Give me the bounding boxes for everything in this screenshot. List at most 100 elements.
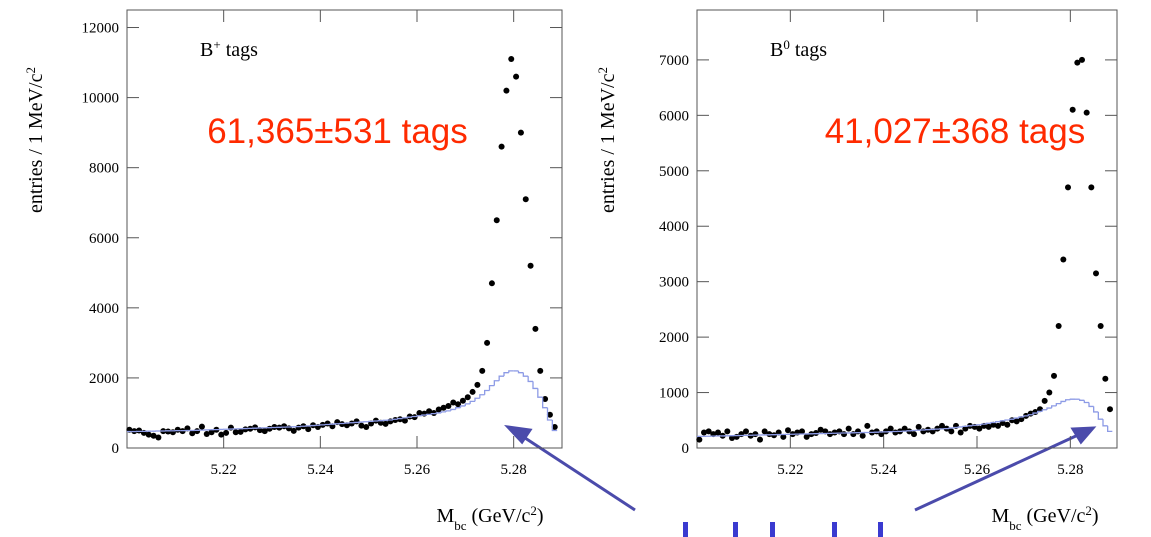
y-tick-label: 0 xyxy=(112,441,120,457)
data-point xyxy=(382,420,389,427)
background-step xyxy=(517,370,524,374)
background-step xyxy=(416,415,422,417)
background-step xyxy=(1069,398,1075,400)
data-point xyxy=(827,431,833,438)
data-point xyxy=(493,217,500,224)
data-point xyxy=(416,409,423,416)
data-point xyxy=(498,143,505,150)
y-tick-label: 0 xyxy=(682,441,690,457)
background-step xyxy=(479,394,485,399)
y-tick-label: 6000 xyxy=(89,231,119,247)
data-point xyxy=(845,425,852,432)
data-point xyxy=(450,399,457,406)
data-point xyxy=(401,417,408,424)
background-step xyxy=(401,417,408,419)
text-part: + xyxy=(213,37,220,52)
text-part: 0 xyxy=(783,37,790,52)
background-step xyxy=(962,425,968,428)
data-point xyxy=(785,427,791,434)
data-point xyxy=(411,414,418,421)
data-point xyxy=(484,339,491,346)
plot-frame xyxy=(126,9,563,449)
data-point xyxy=(430,409,437,416)
data-point xyxy=(1051,372,1057,379)
background-step xyxy=(546,407,553,421)
data-point xyxy=(901,425,908,432)
background-step xyxy=(953,426,959,429)
data-point xyxy=(537,367,544,374)
background-step xyxy=(967,425,973,427)
background-step xyxy=(537,388,543,398)
text-part: 2 xyxy=(530,503,537,518)
data-point xyxy=(724,428,731,435)
data-point xyxy=(353,418,360,425)
data-point xyxy=(488,280,495,287)
background-step xyxy=(392,418,398,420)
data-point xyxy=(464,394,471,401)
data-point xyxy=(976,425,983,432)
data-point xyxy=(1069,106,1076,113)
data-point xyxy=(999,420,1006,427)
data-point xyxy=(474,381,481,388)
x-tick-label: 5.28 xyxy=(501,462,527,478)
data-point xyxy=(546,411,553,418)
y-tick-label: 5000 xyxy=(659,164,689,180)
y-tick-label: 1000 xyxy=(659,386,689,402)
y-axis-label: entries / 1 MeV/c2 xyxy=(23,67,48,213)
data-point xyxy=(165,428,172,435)
data-point xyxy=(232,429,239,436)
background-step xyxy=(957,426,963,428)
data-point xyxy=(957,429,964,436)
data-point xyxy=(855,428,861,435)
background-step xyxy=(971,424,977,426)
data-point xyxy=(948,428,955,435)
y-tick-label: 4000 xyxy=(659,219,689,235)
background-step xyxy=(469,400,475,404)
x-tick-label: 5.22 xyxy=(777,462,803,478)
background-step xyxy=(1060,400,1066,404)
panel: 0 2000 4000 6000 8000 10000 12000 5.22 5.24 5.26 5… xyxy=(23,9,563,533)
background-step xyxy=(522,372,529,377)
glyph-stroke xyxy=(832,522,837,537)
y-axis-label: entries / 1 MeV/c2 xyxy=(595,67,620,213)
background-step xyxy=(1083,400,1089,404)
data-point xyxy=(517,129,524,136)
data-point xyxy=(715,429,721,436)
background-step xyxy=(503,372,509,377)
data-point xyxy=(1041,397,1048,404)
x-tick-label: 5.26 xyxy=(964,462,991,478)
background-step xyxy=(406,416,413,418)
y-tick-label: 8000 xyxy=(89,161,119,177)
text-part: tags xyxy=(790,39,827,61)
background-step xyxy=(397,417,403,420)
background-step xyxy=(1018,416,1024,419)
background-step xyxy=(411,415,417,418)
background-step xyxy=(532,381,538,390)
text-part: M xyxy=(436,505,454,527)
data-point xyxy=(939,422,945,429)
data-point xyxy=(859,432,866,439)
text-part: 2 xyxy=(23,67,38,74)
data-point xyxy=(1097,323,1104,330)
data-point xyxy=(1046,389,1053,396)
data-point xyxy=(1004,421,1011,428)
arrow-right xyxy=(914,433,1079,512)
data-point xyxy=(305,426,312,433)
cut-off-caption xyxy=(683,522,883,537)
annotation: 61,365±531 tags xyxy=(207,112,468,151)
data-point xyxy=(145,431,152,438)
data-point xyxy=(995,422,1001,429)
panel-label: B+ tags xyxy=(200,37,258,62)
data-point xyxy=(503,87,510,94)
data-point xyxy=(218,431,225,438)
data-point xyxy=(1037,406,1043,413)
background-step xyxy=(1023,415,1029,417)
background-step xyxy=(1079,399,1085,401)
text-part: bc xyxy=(1009,518,1022,533)
background-step xyxy=(542,397,548,409)
background-step xyxy=(999,420,1005,422)
data-point xyxy=(705,428,712,435)
background-step xyxy=(1004,419,1010,421)
background-step xyxy=(981,423,987,425)
background-step xyxy=(1107,425,1113,433)
